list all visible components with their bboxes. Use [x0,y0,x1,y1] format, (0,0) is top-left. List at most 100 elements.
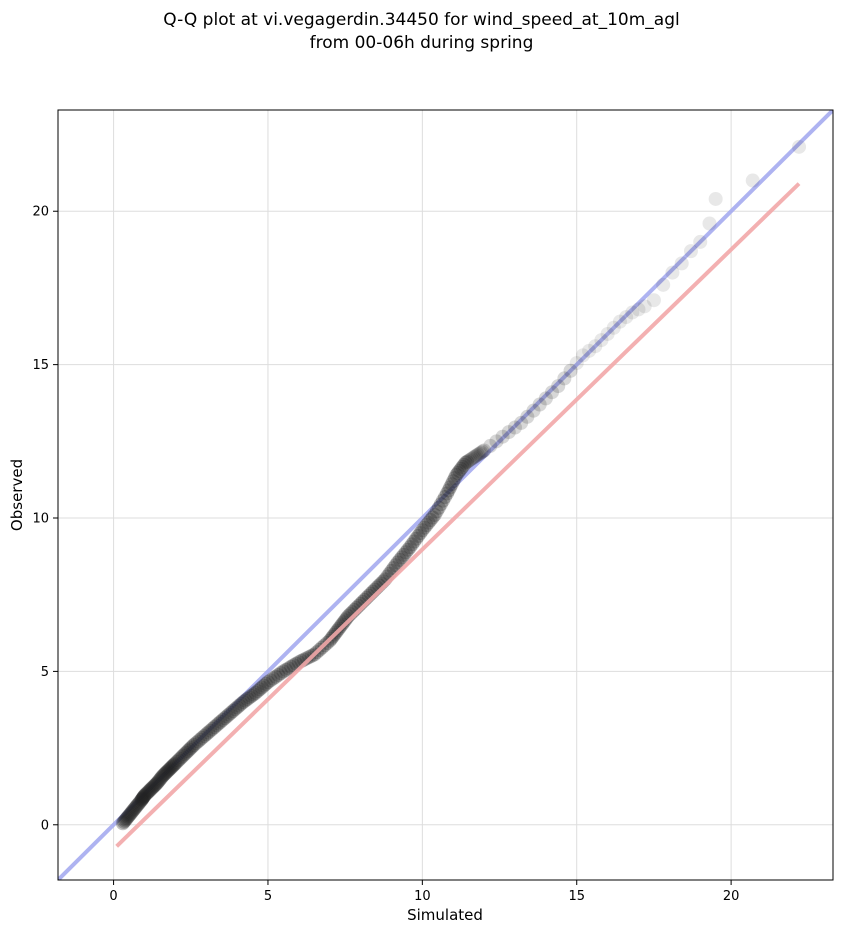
quantile-point [155,768,170,783]
chart-title-line-2: from 00-06h during spring [309,33,534,53]
quantile-point [665,265,680,280]
quantile-point [201,725,216,740]
quantile-point [197,729,212,744]
quantile-point [702,216,717,231]
y-axis-label: Observed [8,459,26,531]
quantile-point [137,788,152,803]
y-tick-label: 20 [32,205,49,220]
quantile-point [134,792,149,807]
quantile-point [150,775,165,790]
quantile-point [281,661,296,676]
quantile-point [135,791,150,806]
quantile-point [171,753,186,768]
quantile-point [248,685,263,700]
quantile-point [435,493,450,508]
quantile-point [195,730,210,745]
quantile-point [514,415,529,430]
quantile-point [625,305,640,320]
quantile-point [128,800,143,815]
quantile-point [169,754,184,769]
quantile-point [221,707,236,722]
quantile-point [168,756,183,771]
quantile-point [193,732,208,747]
identity-line [58,110,833,880]
quantile-point [129,799,144,814]
quantile-point [124,806,139,821]
quantile-point [144,781,159,796]
quantile-point [453,461,468,476]
y-axis-ticks: 0 5 10 15 20 [32,205,58,833]
quantile-point [463,452,478,467]
quantile-point [431,500,446,515]
quantile-point [532,397,547,412]
quantile-point [396,547,411,562]
quantile-point [176,748,191,763]
quantile-point [594,333,609,348]
quantile-point [141,784,156,799]
quantile-point [167,757,182,772]
quantile-point [520,409,535,424]
quantile-point [252,682,267,697]
quantile-point [116,814,131,829]
quantile-point [157,767,172,782]
quantile-point [132,795,147,810]
quantile-point [215,712,230,727]
quantile-point [163,761,178,776]
quantile-point [469,448,484,463]
quantile-point [472,446,487,461]
y-tick-label: 15 [32,358,49,373]
quantile-point [569,356,584,371]
quantile-point [118,812,133,827]
quantile-point [467,449,482,464]
quantile-point [470,447,485,462]
quantile-point [271,667,286,682]
quantile-point [474,445,489,460]
x-tick-label: 10 [414,889,431,904]
quantile-point [452,463,467,478]
quantile-point [225,704,240,719]
quantile-point [172,751,187,766]
quantile-point [413,526,428,541]
quantile-point [142,783,157,798]
quantile-point [421,515,436,530]
quantile-point [136,789,151,804]
quantile-point [256,678,271,693]
quantile-point [153,771,168,786]
quantile-point [464,451,479,466]
quantile-point [683,244,698,259]
quantile-point [177,747,192,762]
quantile-point [152,772,167,787]
quantile-point [477,443,492,458]
quantile-point [140,785,155,800]
quantile-point [207,720,222,735]
quantile-point [612,314,627,329]
quantile-point [390,555,405,570]
quantile-point [299,651,314,666]
quantile-point [244,688,259,703]
quantile-point [136,790,151,805]
quantile-point [139,786,154,801]
quantile-point [234,696,249,711]
quantile-point [400,542,415,557]
quantile-point [217,711,232,726]
grid-lines [58,110,833,880]
quantile-point [199,727,214,742]
quantile-point [674,256,689,271]
quantile-point [147,778,162,793]
quantile-point [154,769,169,784]
quantile-point [273,666,288,681]
quantile-point [180,744,195,759]
quantile-point [260,675,275,690]
quantile-point [398,545,413,560]
quantile-point [545,385,560,400]
quantile-point [475,444,490,459]
quantile-point [427,507,442,522]
quantile-point [131,797,146,812]
quantile-point [425,510,440,525]
quantile-point [182,742,197,757]
quantile-point [232,698,247,713]
quantile-point [263,673,278,688]
quantile-point [238,693,253,708]
quantile-point [209,718,224,733]
